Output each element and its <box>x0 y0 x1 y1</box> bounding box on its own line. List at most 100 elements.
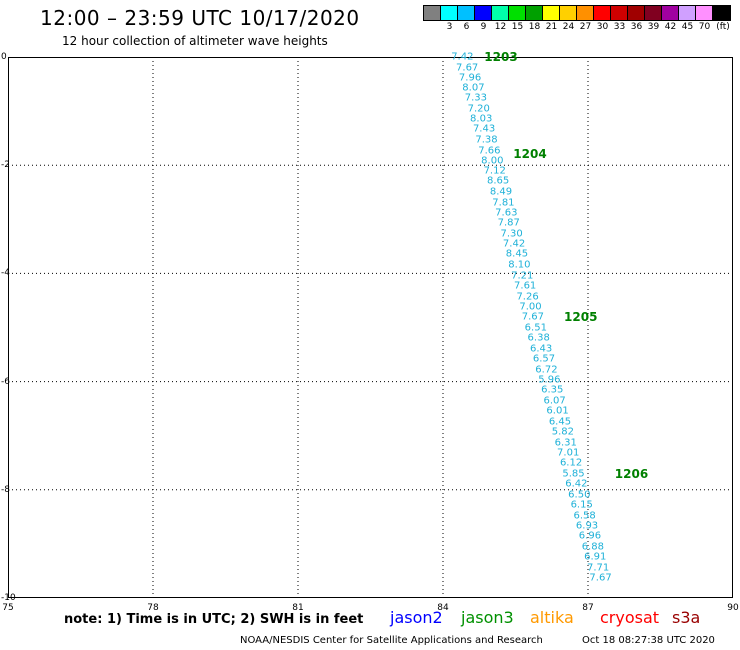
satellite-label-cryosat: cryosat <box>600 608 660 627</box>
legend-swatch <box>509 6 526 20</box>
x-tick-label: 87 <box>582 603 594 613</box>
wave-height-value: 7.12 <box>483 165 506 177</box>
wave-height-value: 6.43 <box>529 343 553 355</box>
legend-swatch <box>458 6 475 20</box>
wave-height-value: 7.21 <box>511 270 534 282</box>
track-overlay: 7.42 7.67 7.96 8.07 7.33 7.20 8.03 7.43 7.38 7.66… <box>8 50 733 598</box>
legend-tick-label: 3 <box>446 22 453 32</box>
legend-unit: (ft) <box>716 22 730 32</box>
wave-height-value: 6.01 <box>546 405 569 417</box>
legend-swatch <box>645 6 662 20</box>
legend-tick-label: 9 <box>480 22 487 32</box>
wave-height-value: 7.96 <box>458 72 482 84</box>
legend-swatch <box>662 6 679 20</box>
wave-height-value: 6.45 <box>548 416 572 428</box>
legend-swatch <box>441 6 458 20</box>
wave-height-value: 7.66 <box>478 145 501 157</box>
wave-height-value: 6.93 <box>575 520 599 532</box>
pass-time-label: 1204 <box>513 147 547 162</box>
wave-height-value: 7.00 <box>519 301 542 313</box>
wave-height-value: 5.85 <box>562 468 585 480</box>
x-tick-label: 90 <box>727 603 739 613</box>
plot-frame <box>8 57 733 598</box>
y-tick-label: 0 <box>1 52 7 62</box>
satellite-label-s3a: s3a <box>672 608 701 627</box>
x-tick-label: 81 <box>292 603 304 613</box>
legend-swatch <box>696 6 713 20</box>
legend-swatch <box>526 6 543 20</box>
credit-text: NOAA/NESDIS Center for Satellite Applica… <box>240 635 543 646</box>
wave-height-value: 7.01 <box>557 447 580 459</box>
wave-height-value: 6.88 <box>581 541 604 553</box>
wave-height-value: 7.81 <box>492 197 515 209</box>
legend-tick-label: 45 <box>681 22 694 32</box>
legend-swatch <box>594 6 611 20</box>
legend-swatch <box>577 6 594 20</box>
y-tick-label: -6 <box>1 376 10 387</box>
wave-height-value: 8.49 <box>489 186 513 198</box>
legend-tick-label: 70 <box>698 22 711 32</box>
wave-height-value: 6.42 <box>565 478 588 490</box>
wave-height-value: 5.82 <box>551 426 574 438</box>
legend-tick-label: 12 <box>494 22 507 32</box>
x-tick-label: 78 <box>147 603 159 613</box>
wave-height-value: 6.35 <box>541 384 564 396</box>
legend-tick-label: 39 <box>647 22 660 32</box>
satellite-label-jason3: jason3 <box>461 608 514 627</box>
wave-height-value: 6.72 <box>535 364 558 376</box>
wave-height-value: 7.71 <box>587 562 610 574</box>
satellite-label-altika: altika <box>530 608 574 627</box>
wave-height-value: 7.67 <box>589 572 612 584</box>
wave-height-value: 7.42 <box>502 238 526 250</box>
wave-height-value: 6.96 <box>578 530 602 542</box>
wave-height-value: 5.96 <box>538 374 561 386</box>
wave-height-value: 7.43 <box>472 123 496 135</box>
wave-height-value: 6.12 <box>559 457 583 469</box>
satellite-label-jason2: jason2 <box>390 608 443 627</box>
wave-height-value: 7.67 <box>521 311 545 323</box>
timestamp-text: Oct 18 08:27:38 UTC 2020 <box>582 635 715 646</box>
map-plot <box>8 57 733 598</box>
legend-swatch <box>611 6 628 20</box>
wave-height-value: 8.03 <box>470 113 493 125</box>
wave-height-value: 7.63 <box>495 207 518 219</box>
wave-height-value: 6.50 <box>568 489 591 501</box>
wave-height-value: 8.00 <box>481 155 504 167</box>
legend-swatch <box>492 6 509 20</box>
wave-height-value: 7.33 <box>464 92 487 104</box>
y-tick-label: -2 <box>1 160 10 171</box>
wave-height-value: 7.61 <box>514 280 537 292</box>
wave-height-value: 8.10 <box>508 259 531 271</box>
wave-height-value: 7.20 <box>467 103 490 115</box>
wave-height-value: 8.45 <box>505 248 529 260</box>
legend-swatch <box>713 6 730 20</box>
y-tick-label: -10 <box>1 593 16 603</box>
wave-height-value: 6.91 <box>584 551 607 563</box>
wave-height-value: 6.38 <box>527 332 550 344</box>
legend-tick-label: 27 <box>579 22 592 32</box>
legend-tick-label: 33 <box>613 22 626 32</box>
y-tick-label: -8 <box>1 484 10 495</box>
wave-height-value: 6.31 <box>554 437 577 449</box>
wave-height-value: 7.87 <box>497 217 520 229</box>
footer-note: note: 1) Time is in UTC; 2) SWH is in fe… <box>64 612 364 627</box>
legend-tick-label: 24 <box>562 22 575 32</box>
wave-height-value: 6.57 <box>532 353 556 365</box>
legend-swatch <box>560 6 577 20</box>
wave-height-value: 7.38 <box>475 134 498 146</box>
wave-height-value: 7.26 <box>516 291 539 303</box>
pass-time-label: 1206 <box>614 466 649 481</box>
wave-height-value: 7.30 <box>500 228 523 240</box>
legend-tick-label: 18 <box>528 22 541 32</box>
wave-height-value: 6.07 <box>543 395 566 407</box>
legend-swatch <box>628 6 645 20</box>
wave-height-value: 7.42 <box>451 51 474 63</box>
wave-height-value: 6.58 <box>573 510 596 522</box>
legend-tick-label: 6 <box>463 22 470 32</box>
legend-swatch <box>475 6 492 20</box>
x-tick-label: 84 <box>437 603 449 613</box>
wave-height-value: 8.07 <box>462 82 485 94</box>
legend-tick-label: 30 <box>596 22 609 32</box>
x-tick-label: 75 <box>2 603 14 613</box>
page-title: 12:00 – 23:59 UTC 10/17/2020 <box>40 6 360 30</box>
